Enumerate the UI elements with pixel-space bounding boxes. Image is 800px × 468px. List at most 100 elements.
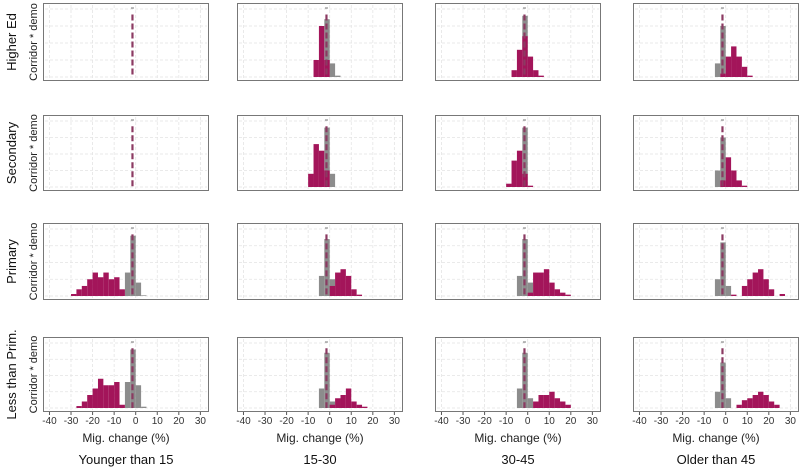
histogram-bar-baseline: [141, 406, 147, 408]
x-axis-label: Mig. change (%): [82, 431, 169, 445]
histogram-bar-demo: [119, 289, 125, 296]
histogram-bar-baseline: [318, 388, 325, 408]
histogram-bar-demo: [741, 66, 748, 77]
x-tick-label: -10: [301, 416, 316, 427]
histogram-bar-demo: [554, 398, 561, 408]
x-tick-label: -20: [675, 416, 690, 427]
histogram-bar-demo: [527, 56, 534, 77]
x-axis-label: Mig. change (%): [672, 431, 759, 445]
histogram-bar-demo: [538, 75, 544, 77]
column-label: 30-45: [501, 452, 534, 467]
histogram-bar-baseline: [135, 282, 142, 296]
x-tick-label: 30: [587, 416, 599, 427]
histogram-bar-demo: [560, 292, 566, 296]
x-tick-label: 30: [195, 416, 207, 427]
panel-border: [43, 115, 209, 191]
histogram-bar-baseline: [141, 295, 147, 296]
histogram-bar-demo: [324, 170, 330, 187]
histogram-bar-demo: [752, 395, 759, 408]
histogram-bar-demo: [752, 272, 759, 296]
histogram-bar-demo: [763, 279, 769, 296]
histogram-bar-demo: [108, 279, 115, 296]
x-tick-label: -30: [258, 416, 273, 427]
histogram-bar-demo: [527, 185, 534, 187]
panel-border: [435, 115, 601, 191]
histogram-bar-demo: [81, 285, 88, 296]
panel: [237, 223, 403, 300]
histogram-bar-baseline: [516, 275, 523, 296]
histogram-bar-demo: [731, 170, 737, 187]
histogram-bar-baseline: [124, 272, 131, 296]
histogram-bar-demo: [538, 395, 544, 408]
histogram-bar-baseline: [714, 391, 721, 408]
row-label: Less than Prim.: [4, 329, 19, 419]
histogram-bar-demo: [543, 269, 550, 296]
x-axis-label: Mig. change (%): [276, 431, 363, 445]
x-tick-label: 0: [133, 416, 139, 427]
histogram-bar-baseline: [714, 279, 721, 296]
histogram-bar-demo: [356, 294, 363, 296]
x-tick-label: 20: [565, 416, 577, 427]
histogram-bar-demo: [329, 404, 336, 408]
histogram-bar-demo: [549, 391, 555, 408]
panel: [435, 223, 601, 300]
x-tick-label: 0: [525, 416, 531, 427]
histogram-bar-demo: [345, 388, 352, 408]
panel-border: [633, 3, 799, 81]
column-label: Younger than 15: [79, 452, 174, 467]
histogram-bar-demo: [108, 385, 115, 408]
panel: [43, 115, 209, 191]
panel-border: [237, 337, 403, 412]
panel: [435, 3, 601, 81]
histogram-bar-demo: [549, 282, 555, 296]
x-axis-label: Mig. change (%): [474, 431, 561, 445]
panel-border: [435, 223, 601, 300]
histogram-bar-demo: [103, 272, 109, 296]
x-tick-label: -30: [654, 416, 669, 427]
row-label: Higher Ed: [4, 13, 19, 71]
histogram-bar-demo: [758, 391, 764, 408]
histogram-bar-baseline: [124, 382, 131, 408]
histogram-bar-demo: [87, 395, 93, 408]
histogram-bar-baseline: [516, 388, 523, 408]
histogram-bar-baseline: [522, 239, 528, 296]
histogram-bar-demo: [511, 160, 517, 187]
histogram-bar-demo: [736, 180, 742, 187]
histogram-bar-demo: [768, 289, 775, 296]
panel-border: [237, 3, 403, 81]
histogram-bar-baseline: [324, 239, 330, 296]
histogram-bar-demo: [97, 277, 104, 296]
x-tick-label: 10: [742, 416, 754, 427]
histogram-bar-baseline: [335, 75, 341, 77]
panel: [43, 223, 209, 300]
histogram-bar-demo: [725, 157, 732, 187]
x-tick-label: 20: [763, 416, 775, 427]
histogram-bar-demo: [516, 150, 523, 187]
histogram-bar-demo: [71, 293, 77, 296]
panel: [633, 115, 799, 191]
panel: [43, 3, 209, 81]
histogram-bar-demo: [527, 292, 534, 296]
histogram-bar-demo: [313, 144, 319, 187]
histogram-bar-demo: [747, 279, 753, 296]
panel-border: [633, 223, 799, 300]
x-tick-label: 10: [346, 416, 358, 427]
histogram-bar-demo: [763, 395, 769, 408]
histogram-bar-demo: [506, 183, 512, 187]
histogram-bar-demo: [76, 406, 82, 408]
histogram-bar-demo: [741, 285, 748, 296]
x-tick-label: 0: [327, 416, 333, 427]
histogram-bar-demo: [81, 401, 88, 408]
panel: [633, 223, 799, 300]
histogram-bar-demo: [560, 401, 566, 408]
x-tick-label: -40: [42, 416, 57, 427]
histogram-bar-demo: [345, 275, 352, 296]
panel-border: [43, 337, 209, 412]
panel-border: [43, 223, 209, 300]
histogram-bar-demo: [522, 36, 528, 77]
histogram-bar-baseline: [329, 63, 336, 77]
panel-border: [237, 223, 403, 300]
histogram-bar-demo: [543, 395, 550, 408]
histogram-bar-demo: [736, 56, 742, 77]
